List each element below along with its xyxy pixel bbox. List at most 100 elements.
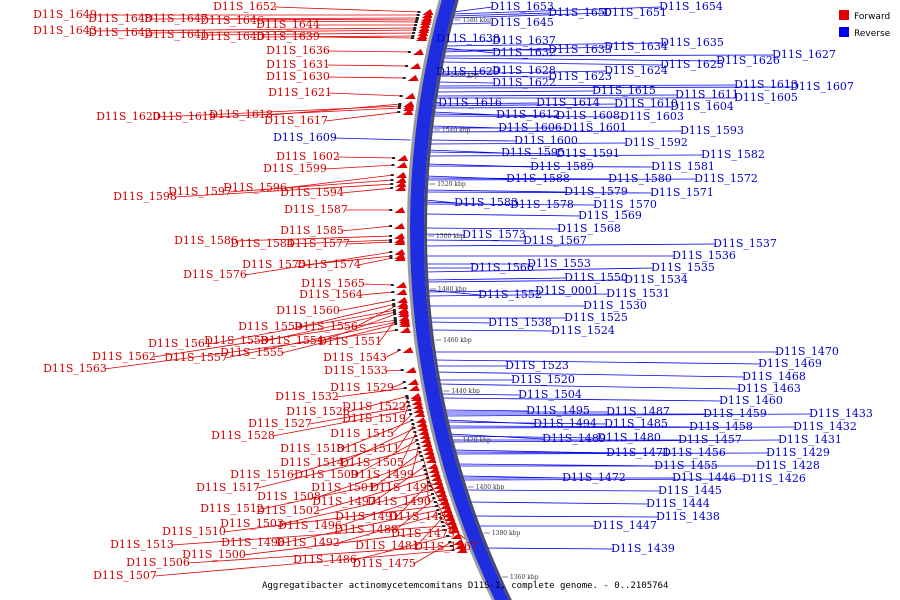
reverse-feature-label[interactable]: D11S_1614	[536, 96, 600, 109]
forward-feature-glyph[interactable]	[421, 12, 433, 18]
forward-feature-glyph[interactable]	[417, 30, 429, 36]
forward-feature-label[interactable]: D11S_1475	[352, 557, 416, 570]
forward-feature-label[interactable]: D11S_1514	[280, 456, 344, 469]
reverse-feature-label[interactable]: D11S_1447	[593, 519, 657, 532]
forward-feature-label[interactable]: D11S_1596	[223, 181, 287, 194]
forward-feature-label[interactable]: D11S_1644	[256, 18, 320, 31]
reverse-feature-label[interactable]: D11S_1580	[608, 172, 672, 185]
reverse-feature-label[interactable]: D11S_1633	[548, 43, 612, 56]
reverse-feature-label[interactable]: D11S_1604	[670, 100, 734, 113]
reverse-feature-label[interactable]: D11S_1429	[766, 446, 830, 459]
reverse-feature-label[interactable]: D11S_1627	[772, 48, 836, 61]
forward-feature-label[interactable]: D11S_1551	[318, 335, 382, 348]
reverse-feature-label[interactable]: D11S_1608	[556, 109, 620, 122]
forward-feature-label[interactable]: D11S_1528	[211, 429, 275, 442]
reverse-feature-label[interactable]: D11S_1537	[713, 237, 777, 250]
forward-feature-glyph[interactable]	[394, 223, 406, 229]
reverse-feature-label[interactable]: D11S_1651	[603, 6, 667, 19]
reverse-feature-label[interactable]: D11S_1550	[564, 271, 628, 284]
forward-feature-glyph[interactable]	[442, 511, 454, 517]
forward-feature-label[interactable]: D11S_1621	[268, 86, 332, 99]
reverse-feature-label[interactable]: D11S_1606	[498, 121, 562, 134]
reverse-feature-label[interactable]: D11S_1446	[672, 471, 736, 484]
forward-feature-glyph[interactable]	[408, 385, 420, 391]
forward-feature-label[interactable]: D11S_1488	[334, 523, 398, 536]
forward-feature-glyph[interactable]	[417, 27, 429, 33]
reverse-feature-label[interactable]: D11S_1624	[604, 64, 668, 77]
reverse-feature-label[interactable]: D11S_1495	[526, 404, 590, 417]
forward-feature-glyph[interactable]	[399, 321, 411, 327]
reverse-feature-label[interactable]: D11S_1520	[511, 373, 575, 386]
forward-feature-label[interactable]: D11S_1506	[126, 556, 190, 569]
reverse-feature-label[interactable]: D11S_1637	[492, 34, 556, 47]
reverse-feature-label[interactable]: D11S_1439	[611, 542, 675, 555]
reverse-feature-label[interactable]: D11S_1570	[593, 198, 657, 211]
forward-feature-glyph[interactable]	[412, 49, 424, 55]
forward-feature-label[interactable]: D11S_1517	[196, 481, 260, 494]
forward-feature-glyph[interactable]	[445, 519, 457, 525]
forward-feature-label[interactable]: D11S_1497	[312, 495, 376, 508]
reverse-feature-label[interactable]: D11S_1472	[562, 471, 626, 484]
forward-feature-glyph[interactable]	[447, 523, 459, 529]
forward-feature-glyph[interactable]	[394, 207, 406, 213]
forward-feature-glyph[interactable]	[454, 543, 466, 549]
reverse-feature-label[interactable]: D11S_1552	[478, 288, 542, 301]
forward-feature-label[interactable]: D11S_1467	[414, 540, 478, 553]
forward-feature-glyph[interactable]	[425, 457, 437, 463]
reverse-feature-label[interactable]: D11S_1494	[533, 417, 597, 430]
reverse-feature-label[interactable]: D11S_1582	[701, 148, 765, 161]
forward-feature-label[interactable]: D11S_1507	[93, 569, 157, 582]
forward-feature-label[interactable]: D11S_1602	[276, 150, 340, 163]
forward-feature-glyph[interactable]	[415, 417, 427, 423]
reverse-feature-label[interactable]: D11S_1431	[778, 433, 842, 446]
forward-feature-glyph[interactable]	[422, 9, 434, 15]
reverse-feature-label[interactable]: D11S_1489	[542, 432, 606, 445]
forward-feature-glyph[interactable]	[396, 289, 408, 295]
forward-feature-label[interactable]: D11S_1556	[294, 320, 358, 333]
reverse-feature-label[interactable]: D11S_1468	[742, 370, 806, 383]
reverse-feature-label[interactable]: D11S_1567	[523, 234, 587, 247]
forward-feature-label[interactable]: D11S_1636	[266, 44, 330, 57]
reverse-feature-label[interactable]: D11S_1583	[454, 196, 518, 209]
forward-feature-glyph[interactable]	[415, 35, 427, 41]
reverse-feature-label[interactable]: D11S_1650	[548, 6, 612, 19]
forward-feature-glyph[interactable]	[437, 495, 449, 501]
reverse-feature-label[interactable]: D11S_1445	[658, 484, 722, 497]
reverse-feature-label[interactable]: D11S_1638	[436, 32, 500, 45]
forward-feature-glyph[interactable]	[394, 233, 406, 239]
forward-feature-label[interactable]: D11S_1481	[355, 539, 419, 552]
forward-feature-label[interactable]: D11S_1533	[324, 364, 388, 377]
forward-feature-label[interactable]: D11S_1641	[144, 28, 208, 41]
reverse-feature-label[interactable]: D11S_1645	[490, 16, 554, 29]
forward-feature-label[interactable]: D11S_1574	[297, 258, 361, 271]
reverse-feature-label[interactable]: D11S_1603	[620, 110, 684, 123]
forward-feature-glyph[interactable]	[427, 463, 439, 469]
forward-feature-glyph[interactable]	[429, 471, 441, 477]
reverse-feature-label[interactable]: D11S_1610	[614, 97, 678, 110]
forward-feature-label[interactable]: D11S_1502	[256, 504, 320, 517]
reverse-feature-label[interactable]: D11S_1581	[651, 160, 715, 173]
forward-feature-glyph[interactable]	[416, 421, 428, 427]
forward-feature-glyph[interactable]	[395, 177, 407, 183]
reverse-feature-label[interactable]: D11S_1530	[583, 299, 647, 312]
reverse-feature-label[interactable]: D11S_1469	[758, 357, 822, 370]
reverse-feature-label[interactable]: D11S_1601	[563, 121, 627, 134]
reverse-feature-label[interactable]: D11S_1463	[737, 382, 801, 395]
forward-feature-label[interactable]: D11S_1513	[110, 538, 174, 551]
forward-feature-label[interactable]: D11S_1522	[342, 400, 406, 413]
reverse-feature-label[interactable]: D11S_1595	[501, 146, 565, 159]
forward-feature-glyph[interactable]	[402, 109, 414, 115]
forward-feature-glyph[interactable]	[399, 327, 411, 333]
forward-feature-label[interactable]: D11S_1565	[301, 277, 365, 290]
reverse-feature-label[interactable]: D11S_1615	[592, 84, 656, 97]
forward-feature-label[interactable]: D11S_1630	[266, 70, 330, 83]
forward-feature-label[interactable]: D11S_1642	[88, 26, 152, 39]
forward-feature-glyph[interactable]	[436, 491, 448, 497]
forward-feature-label[interactable]: D11S_1479	[391, 527, 455, 540]
forward-feature-label[interactable]: D11S_1510	[162, 525, 226, 538]
reverse-feature-label[interactable]: D11S_1625	[660, 58, 724, 71]
forward-feature-glyph[interactable]	[395, 185, 407, 191]
forward-feature-glyph[interactable]	[397, 155, 409, 161]
forward-feature-glyph[interactable]	[402, 347, 414, 353]
forward-feature-label[interactable]: D11S_1586	[174, 234, 238, 247]
